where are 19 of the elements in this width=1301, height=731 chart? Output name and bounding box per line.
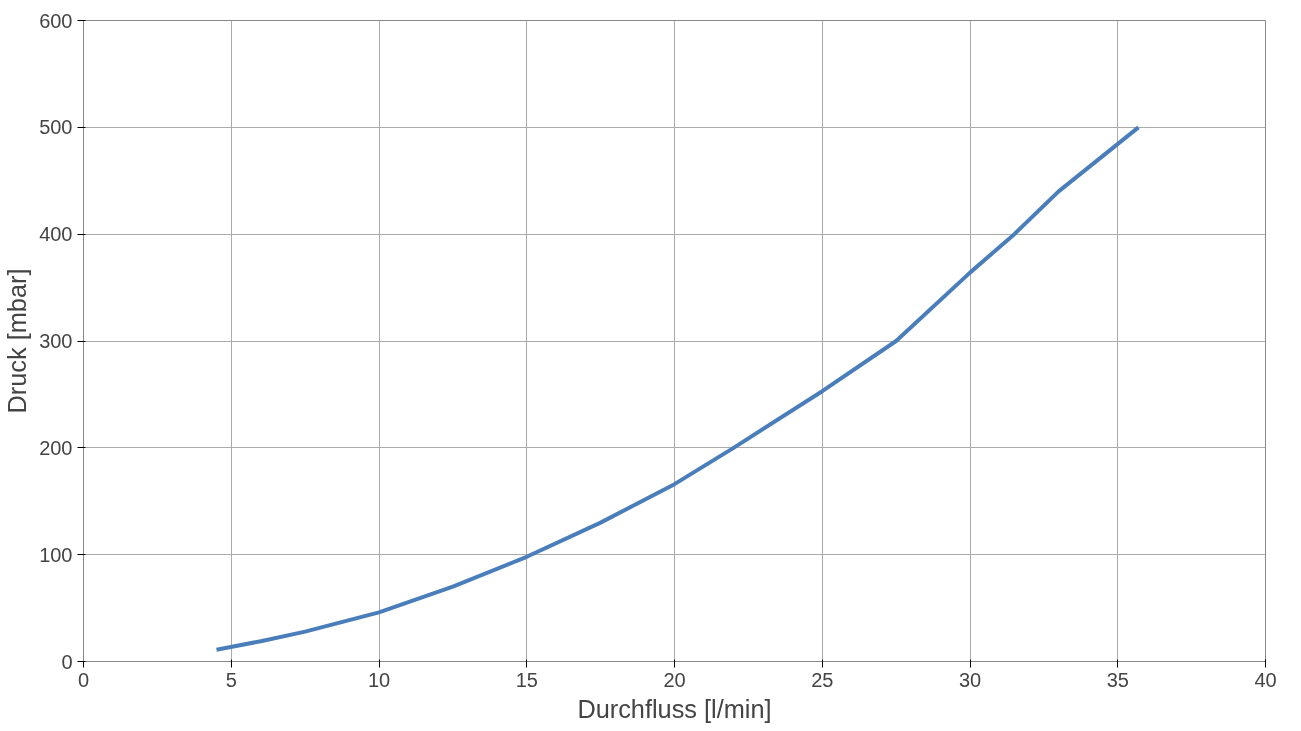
x-tick-label: 25 bbox=[811, 668, 834, 691]
y-tick-label: 400 bbox=[39, 223, 73, 246]
y-tick-label: 300 bbox=[39, 330, 73, 352]
y-tick-label: 0 bbox=[61, 650, 73, 673]
x-tick-label: 5 bbox=[225, 668, 237, 691]
y-tick-label: 500 bbox=[39, 116, 73, 139]
y-tick-label: 200 bbox=[39, 436, 73, 459]
x-tick-label: 0 bbox=[77, 668, 90, 691]
y-tick-label: 100 bbox=[39, 543, 73, 566]
x-tick-label: 35 bbox=[1106, 668, 1129, 691]
x-tick-label: 30 bbox=[958, 668, 982, 691]
x-tick-label: 40 bbox=[1254, 668, 1277, 691]
x-tick-label: 10 bbox=[367, 668, 391, 691]
x-tick-label: 15 bbox=[515, 668, 538, 691]
y-axis-title: Druck [mbar] bbox=[3, 268, 32, 414]
y-tick-label: 600 bbox=[39, 9, 73, 32]
x-tick-label: 20 bbox=[663, 668, 686, 691]
x-axis-title: Durchfluss [l/min] bbox=[577, 694, 772, 723]
line-series bbox=[214, 125, 1141, 652]
